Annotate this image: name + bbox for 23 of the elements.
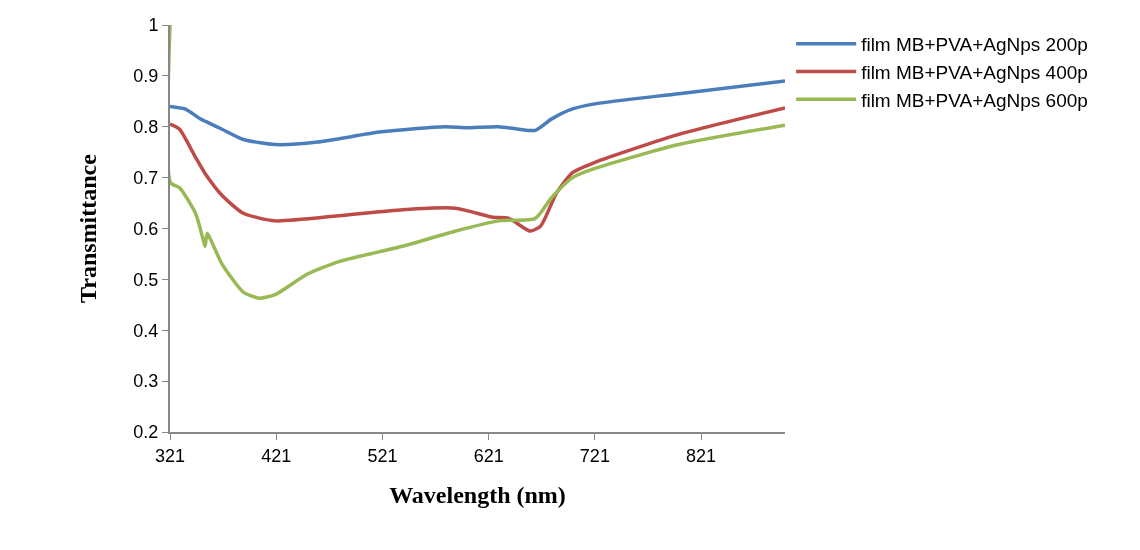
x-tick-label: 621: [473, 445, 504, 466]
x-axis-title: Wavelength (nm): [389, 482, 566, 509]
y-axis-title: Transmittance: [74, 153, 101, 303]
legend-label: film MB+PVA+AgNps 400p: [861, 61, 1088, 83]
x-tick-label: 521: [367, 445, 398, 466]
line-series: [170, 106, 785, 233]
y-tick-label: 0.9: [133, 66, 159, 87]
line-series: [170, 25, 785, 300]
y-tick-label: 0.5: [133, 269, 159, 290]
line-series: [170, 79, 785, 147]
y-tick-label: 1: [148, 15, 159, 36]
y-tick-label: 0.8: [133, 117, 159, 138]
x-tick-label: 821: [686, 445, 717, 466]
y-tick-label: 0.3: [133, 371, 159, 392]
y-tick-label: 0.7: [133, 167, 159, 188]
y-tick-label: 0.4: [133, 320, 159, 341]
y-tick-label: 0.6: [133, 218, 159, 239]
y-tick-label: 0.2: [133, 422, 159, 443]
legend-label: film MB+PVA+AgNps 600p: [861, 89, 1088, 111]
x-tick-label: 421: [261, 445, 292, 466]
legend-label: film MB+PVA+AgNps 200p: [861, 34, 1088, 56]
x-tick-label: 721: [579, 445, 610, 466]
x-tick-label: 321: [154, 445, 186, 466]
